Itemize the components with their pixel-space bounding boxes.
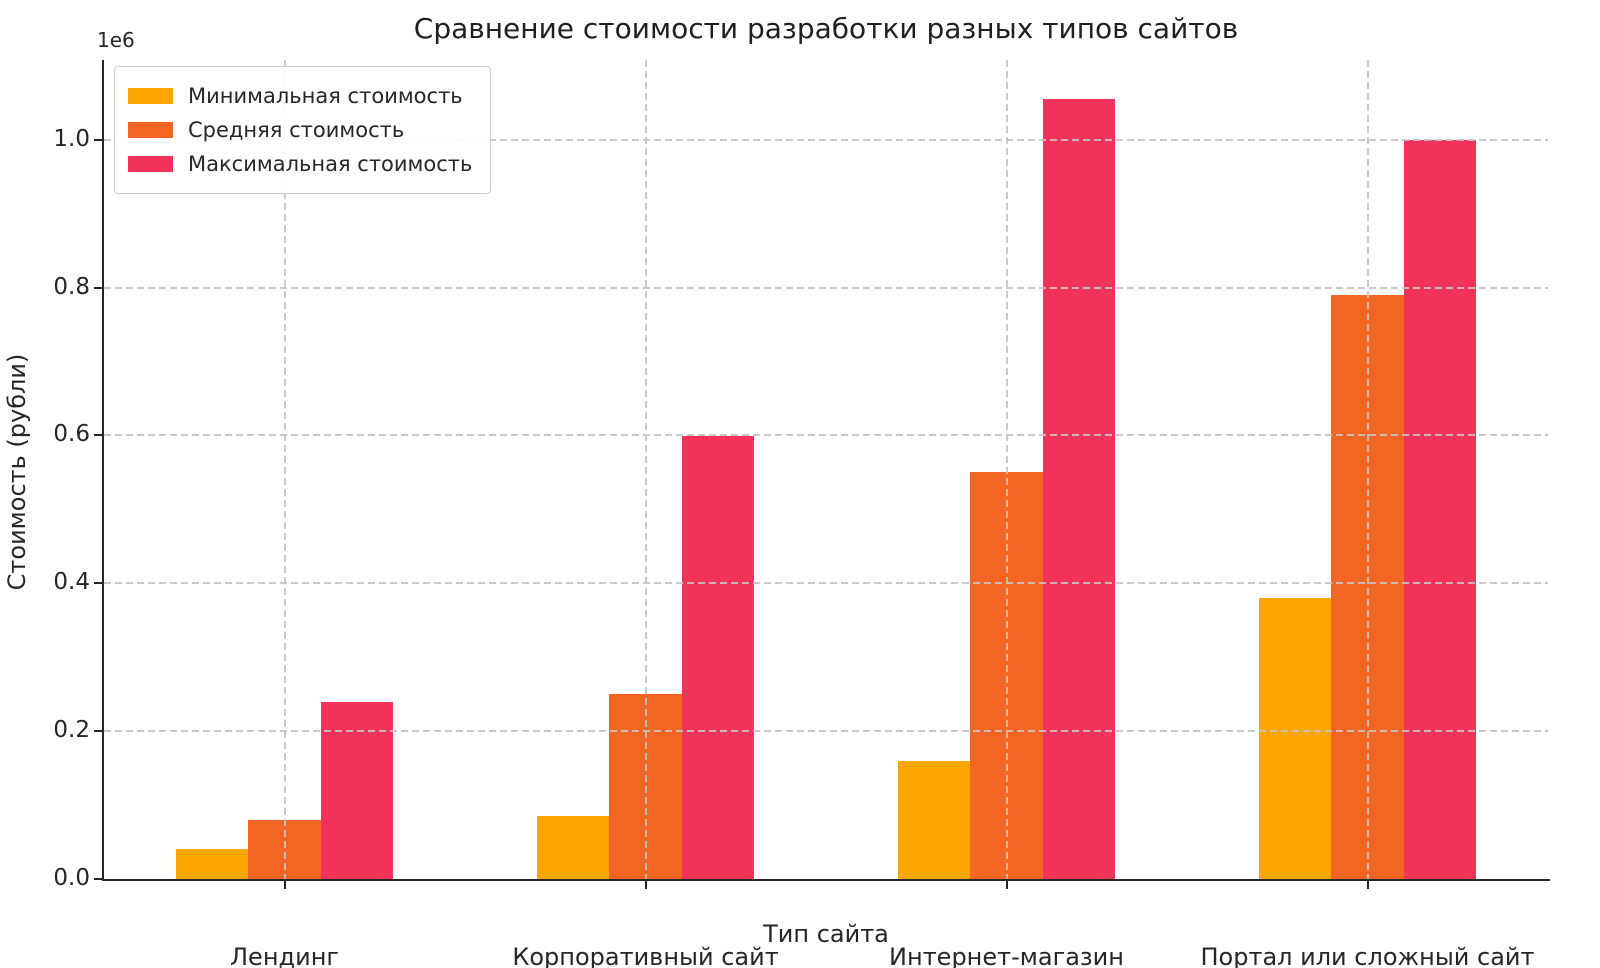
y-tick-label: 0.4 bbox=[53, 569, 90, 596]
x-axis-label: Тип сайта bbox=[763, 920, 889, 948]
x-tick bbox=[283, 881, 286, 889]
avg-swatch bbox=[128, 122, 173, 138]
y-tick bbox=[94, 286, 102, 289]
x-tick-label: Лендинг bbox=[230, 943, 339, 968]
gridline-vertical bbox=[1366, 60, 1369, 879]
legend-label: Максимальная стоимость bbox=[188, 152, 473, 176]
y-tick-label: 0.6 bbox=[53, 421, 90, 448]
y-tick bbox=[94, 582, 102, 585]
gridline-horizontal bbox=[104, 434, 1548, 437]
gridline-horizontal bbox=[104, 286, 1548, 289]
legend-label: Средняя стоимость bbox=[188, 118, 405, 142]
y-tick bbox=[94, 138, 102, 141]
y-tick-label: 0.8 bbox=[53, 273, 90, 300]
x-tick bbox=[1366, 881, 1369, 889]
gridline-vertical bbox=[1005, 60, 1008, 879]
max-swatch bbox=[128, 156, 173, 172]
x-tick bbox=[644, 881, 647, 889]
legend-item: Средняя стоимость bbox=[128, 113, 472, 147]
legend: Минимальная стоимость Средняя стоимость Ма… bbox=[114, 66, 492, 194]
bar-min-3 bbox=[1259, 598, 1332, 879]
bar-min-2 bbox=[898, 760, 971, 879]
x-tick-label: Интернет-магазин bbox=[889, 943, 1124, 968]
y-tick bbox=[94, 434, 102, 437]
y-axis-spine bbox=[102, 60, 104, 881]
y-tick-label: 0.2 bbox=[53, 717, 90, 744]
legend-item: Минимальная стоимость bbox=[128, 79, 472, 113]
bar-min-1 bbox=[537, 816, 610, 879]
x-axis-spine bbox=[102, 879, 1550, 881]
y-axis-offset-label: 1e6 bbox=[97, 28, 135, 52]
gridline-horizontal bbox=[104, 730, 1548, 733]
bar-max-0 bbox=[320, 701, 393, 879]
y-tick-label: 0.0 bbox=[53, 865, 90, 891]
bar-min-0 bbox=[176, 849, 249, 879]
legend-label: Минимальная стоимость bbox=[188, 84, 463, 108]
plot-area: 0.0 0.2 0.4 0.6 0.8 1.0 Лендинг Корпоративный с… bbox=[53, 60, 1550, 968]
bar-max-2 bbox=[1042, 99, 1115, 879]
min-swatch bbox=[128, 88, 173, 104]
gridline-horizontal bbox=[104, 582, 1548, 585]
legend-item: Максимальная стоимость bbox=[128, 147, 472, 181]
x-tick-label: Корпоративный сайт bbox=[512, 943, 779, 968]
gridline-vertical bbox=[283, 60, 286, 879]
bar-max-1 bbox=[681, 435, 754, 879]
y-tick-label: 1.0 bbox=[53, 125, 90, 152]
y-tick bbox=[94, 878, 102, 880]
x-tick-label: Портал или сложный сайт bbox=[1200, 943, 1535, 968]
chart-title: Сравнение стоимости разработки разных ти… bbox=[413, 12, 1239, 45]
gridline-vertical bbox=[644, 60, 647, 879]
gridline-horizontal bbox=[104, 138, 1548, 141]
y-tick bbox=[94, 730, 102, 733]
x-tick bbox=[1005, 881, 1008, 889]
bar-max-3 bbox=[1403, 139, 1476, 879]
